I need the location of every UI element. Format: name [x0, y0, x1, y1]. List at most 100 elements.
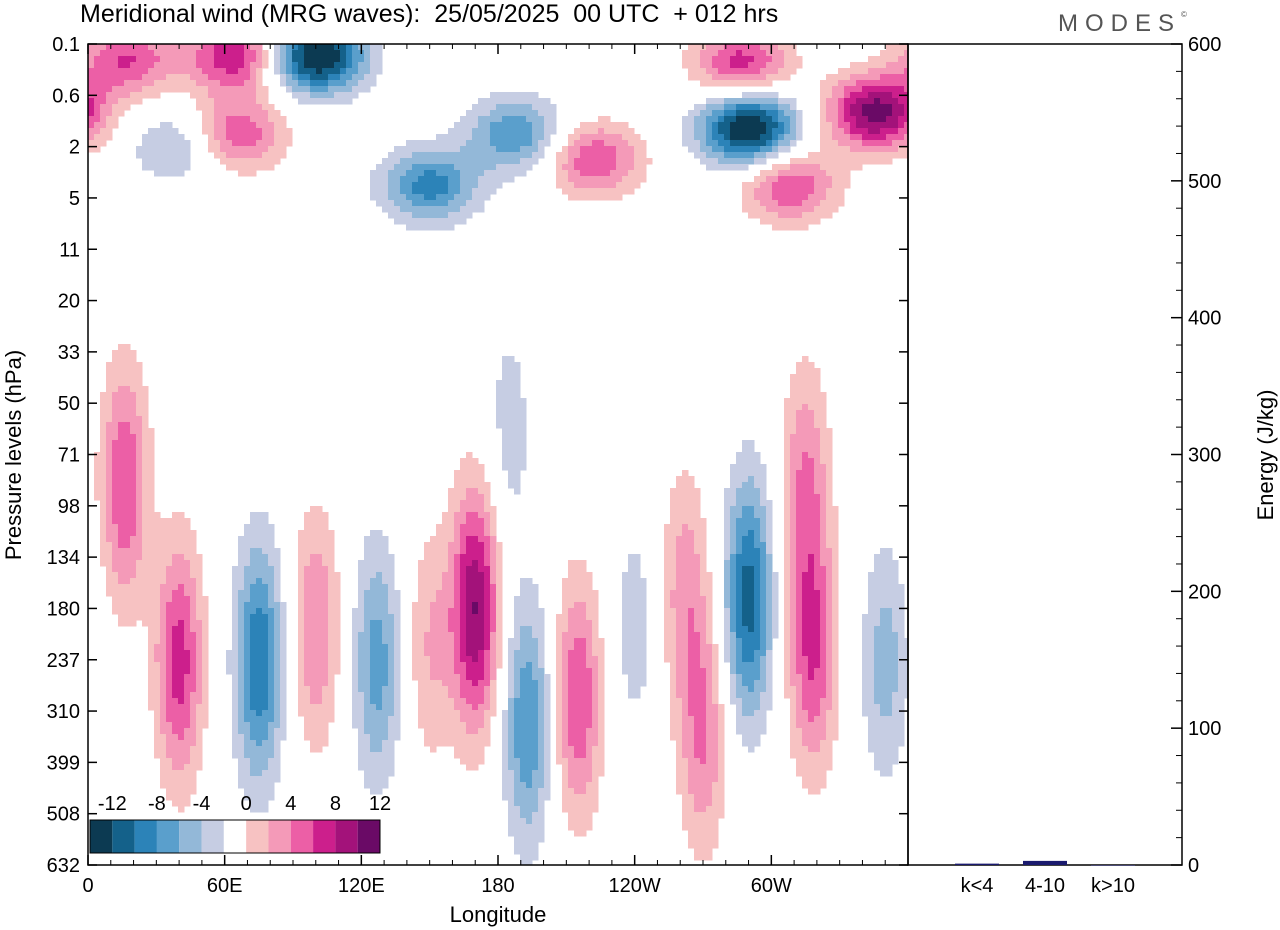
heatmap-cell	[472, 194, 479, 201]
heatmap-cell	[172, 662, 179, 669]
heatmap-cell	[904, 146, 908, 153]
heatmap-cell	[304, 548, 311, 555]
heatmap-cell	[406, 164, 413, 171]
heatmap-cell	[136, 470, 143, 477]
heatmap-cell	[124, 440, 131, 447]
heatmap-cell	[772, 134, 779, 141]
heatmap-cell	[574, 188, 581, 195]
heatmap-cell	[448, 188, 455, 195]
heatmap-cell	[100, 524, 107, 531]
heatmap-cell	[634, 176, 641, 183]
heatmap-cell	[238, 542, 245, 549]
heatmap-cell	[706, 632, 713, 639]
heatmap-cell	[742, 650, 749, 657]
heatmap-cell	[562, 608, 569, 615]
heatmap-cell	[772, 44, 779, 51]
heatmap-cell	[712, 146, 719, 153]
heatmap-cell	[442, 644, 449, 651]
heatmap-cell	[496, 122, 503, 129]
heatmap-cell	[124, 596, 131, 603]
heatmap-cell	[586, 188, 593, 195]
heatmap-cell	[676, 596, 683, 603]
heatmap-cell	[904, 74, 908, 81]
heatmap-cell	[244, 86, 251, 93]
heatmap-cell	[748, 476, 755, 483]
heatmap-cell	[748, 146, 755, 153]
heatmap-cell	[634, 602, 641, 609]
heatmap-cell	[676, 566, 683, 573]
heatmap-cell	[184, 554, 191, 561]
heatmap-cell	[508, 368, 515, 375]
heatmap-cell	[526, 92, 533, 99]
heatmap-cell	[310, 566, 317, 573]
heatmap-cell	[796, 368, 803, 375]
heatmap-cell	[664, 536, 671, 543]
heatmap-cell	[856, 74, 863, 81]
heatmap-cell	[322, 518, 329, 525]
heatmap-cell	[112, 50, 119, 57]
heatmap-cell	[436, 566, 443, 573]
heatmap-cell	[508, 392, 515, 399]
heatmap-cell	[262, 134, 269, 141]
heatmap-cell	[238, 632, 245, 639]
heatmap-cell	[514, 458, 521, 465]
heatmap-cell	[748, 566, 755, 573]
heatmap-cell	[358, 602, 365, 609]
heatmap-cell	[142, 56, 149, 63]
heatmap-cell	[670, 632, 677, 639]
heatmap-cell	[814, 476, 821, 483]
heatmap-cell	[814, 158, 821, 165]
heatmap-cell	[694, 488, 701, 495]
heatmap-cell	[580, 614, 587, 621]
heatmap-cell	[352, 656, 359, 663]
heatmap-cell	[166, 608, 173, 615]
heatmap-cell	[826, 206, 833, 213]
heatmap-cell	[790, 488, 797, 495]
heatmap-cell	[514, 416, 521, 423]
heatmap-cell	[904, 116, 908, 123]
heatmap-cell	[250, 80, 257, 87]
heatmap-cell	[544, 98, 551, 105]
heatmap-cell	[724, 590, 731, 597]
heatmap-cell	[676, 626, 683, 633]
heatmap-cell	[682, 602, 689, 609]
heatmap-cell	[748, 602, 755, 609]
heatmap-cell	[730, 44, 737, 51]
heatmap-cell	[778, 140, 785, 147]
heatmap-cell	[700, 530, 707, 537]
heatmap-cell	[478, 662, 485, 669]
heatmap-cell	[508, 98, 515, 105]
heatmap-cell	[334, 572, 341, 579]
heatmap-cell	[868, 578, 875, 585]
heatmap-cell	[694, 128, 701, 135]
heatmap-cell	[796, 110, 803, 117]
heatmap-cell	[112, 608, 119, 615]
heatmap-cell	[154, 170, 161, 177]
heatmap-cell	[574, 620, 581, 627]
heatmap-cell	[832, 578, 839, 585]
heatmap-cell	[676, 494, 683, 501]
heatmap-cell	[754, 500, 761, 507]
heatmap-cell	[424, 620, 431, 627]
heatmap-cell	[778, 212, 785, 219]
heatmap-cell	[790, 62, 797, 69]
heatmap-cell	[814, 470, 821, 477]
heatmap-cell	[436, 668, 443, 675]
heatmap-cell	[484, 548, 491, 555]
heatmap-cell	[622, 632, 629, 639]
heatmap-cell	[106, 494, 113, 501]
heatmap-cell	[106, 584, 113, 591]
heatmap-cell	[784, 620, 791, 627]
heatmap-cell	[268, 668, 275, 675]
heatmap-cell	[442, 530, 449, 537]
heatmap-cell	[472, 656, 479, 663]
heatmap-cell	[682, 626, 689, 633]
heatmap-cell	[526, 152, 533, 159]
heatmap-cell	[142, 572, 149, 579]
heatmap-cell	[808, 644, 815, 651]
heatmap-cell	[748, 530, 755, 537]
heatmap-cell	[142, 584, 149, 591]
heatmap-cell	[190, 50, 197, 57]
heatmap-cell	[904, 62, 908, 69]
heatmap-cell	[436, 626, 443, 633]
